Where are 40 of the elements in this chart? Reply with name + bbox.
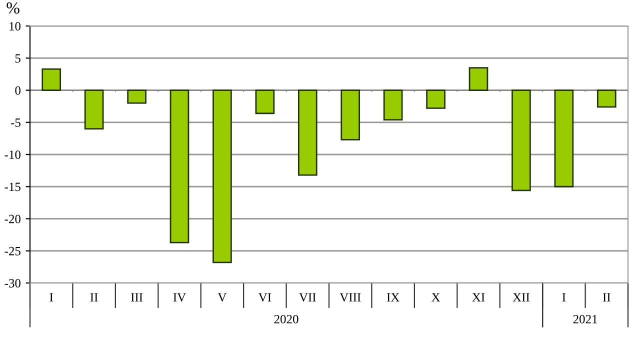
y-tick-label: 10 [10,22,20,30]
x-tick-label: II [602,293,610,302]
y-axis-title: % [6,2,20,14]
y-tick-label: -20 [4,214,20,224]
text: 2021 [573,314,598,324]
x-tick-label: II [90,293,98,302]
bar [426,90,446,109]
x-tick-label: I [50,293,53,302]
bar [554,90,574,188]
x-tick-label: XI [472,293,485,302]
y-tick-label: -15 [4,182,20,192]
bar [383,90,403,120]
x-tick-label: X [432,293,440,302]
x-tick-label: XII [512,293,530,302]
bar [127,90,146,104]
bar [298,90,318,176]
x-tick-label: IV [173,293,186,302]
bar [340,90,360,140]
y-tick-label: -30 [4,279,20,288]
bar [596,90,616,108]
x-tick-label: III [130,293,143,302]
bar [512,90,531,192]
x-tick-label: IX [386,293,400,302]
text: 2020 [274,314,298,324]
y-tick-label: -25 [4,246,20,256]
bar [170,90,190,244]
bar [255,90,275,114]
bar [84,90,104,130]
y-tick-label: -10 [4,150,20,159]
x-tick-label: V [218,293,227,302]
bar [42,68,62,91]
y-tick-label: -5 [11,118,20,127]
x-tick-label: I [562,293,566,302]
bar [212,90,232,264]
x-tick-label: VII [299,293,316,302]
y-tick-label: 0 [15,86,20,95]
x-tick-label: VIII [340,293,361,302]
y-tick-label: 5 [15,54,20,63]
bar [468,67,488,91]
x-tick-label: VI [258,293,272,302]
